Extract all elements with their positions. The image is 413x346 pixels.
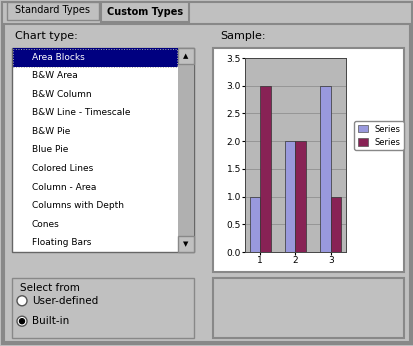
- Text: Standard Types: Standard Types: [15, 5, 90, 15]
- Bar: [13, 48, 178, 66]
- Text: ▼: ▼: [183, 241, 188, 247]
- Text: Select from: Select from: [20, 283, 80, 293]
- Bar: [12, 48, 194, 252]
- Bar: [259, 86, 270, 252]
- Text: Columns with Depth: Columns with Depth: [32, 201, 124, 210]
- Bar: [178, 48, 194, 64]
- Bar: [284, 141, 295, 252]
- Text: B&W Area: B&W Area: [32, 71, 78, 80]
- Bar: [212, 48, 403, 272]
- Text: B&W Pie: B&W Pie: [32, 127, 70, 136]
- Bar: [12, 278, 194, 338]
- Bar: [249, 197, 259, 252]
- Circle shape: [19, 319, 24, 324]
- Text: B&W Column: B&W Column: [32, 90, 91, 99]
- Text: Blue Pie: Blue Pie: [32, 146, 68, 155]
- Bar: [319, 86, 330, 252]
- Text: Column - Area: Column - Area: [32, 183, 96, 192]
- Text: ▲: ▲: [183, 53, 188, 59]
- Text: Floating Bars: Floating Bars: [32, 238, 91, 247]
- Bar: [13, 49, 177, 66]
- Text: Cones: Cones: [32, 220, 59, 229]
- Circle shape: [17, 296, 27, 306]
- Bar: [7, 2, 99, 20]
- Bar: [178, 236, 194, 252]
- Text: User-defined: User-defined: [32, 296, 98, 306]
- Legend: Series, Series: Series, Series: [354, 121, 403, 150]
- Text: Built-in: Built-in: [32, 316, 69, 326]
- Text: Sample:: Sample:: [219, 31, 265, 41]
- Text: Custom Types: Custom Types: [107, 7, 183, 17]
- Bar: [212, 278, 403, 338]
- Bar: [295, 141, 305, 252]
- Text: Area Blocks: Area Blocks: [32, 53, 85, 62]
- Text: Colored Lines: Colored Lines: [32, 164, 93, 173]
- Circle shape: [17, 316, 27, 326]
- Text: Chart type:: Chart type:: [15, 31, 78, 41]
- Bar: [330, 197, 341, 252]
- Bar: [178, 64, 194, 236]
- Bar: [101, 2, 189, 22]
- Text: B&W Line - Timescale: B&W Line - Timescale: [32, 108, 130, 117]
